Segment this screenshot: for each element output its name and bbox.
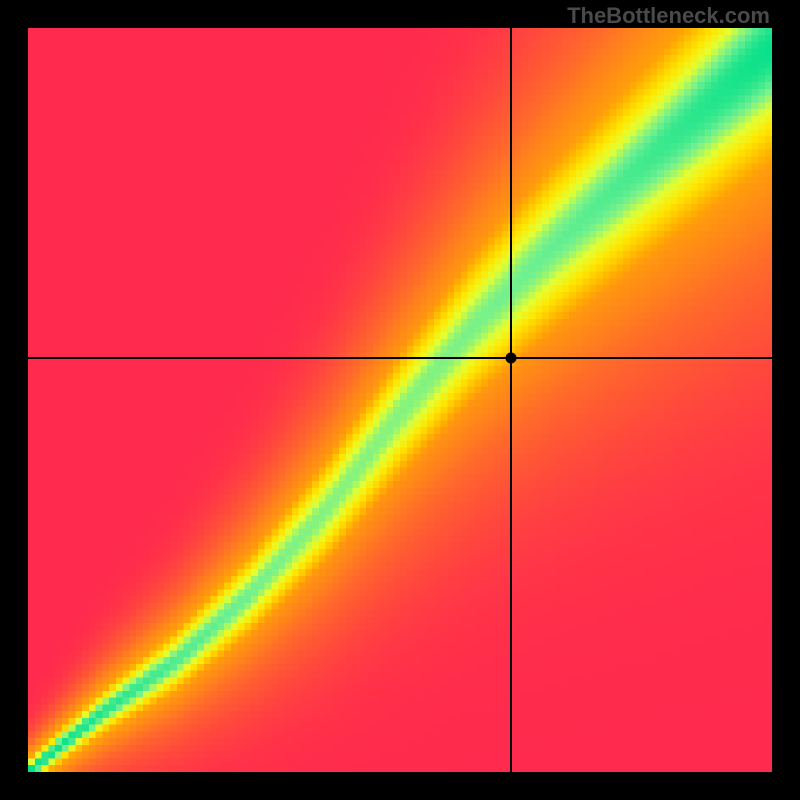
bottleneck-heatmap <box>28 28 772 772</box>
crosshair-vertical <box>510 28 512 772</box>
crosshair-horizontal <box>28 357 772 359</box>
watermark-text: TheBottleneck.com <box>567 3 770 29</box>
crosshair-marker <box>505 352 516 363</box>
chart-container: TheBottleneck.com <box>0 0 800 800</box>
